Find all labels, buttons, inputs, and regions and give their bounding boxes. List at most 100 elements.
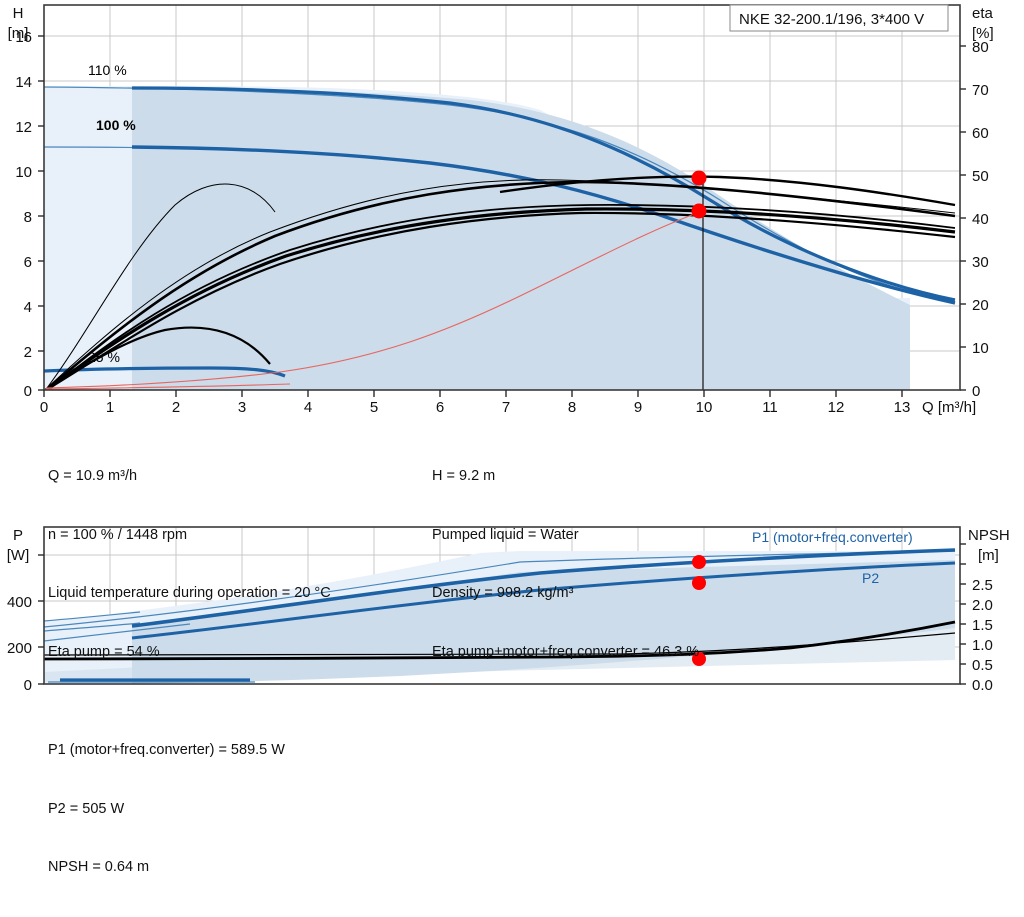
eta-axis-name: eta	[972, 5, 994, 22]
top-eta-tick-70: 70	[972, 82, 989, 99]
npsh-axis-unit: [m]	[978, 547, 999, 564]
top-x-tick-8: 8	[568, 399, 576, 416]
pump-curves-svg: 0 2 4 6 8 10 12 14 16 H [m]	[7, 4, 1010, 694]
npsh-axis-name: NPSH	[968, 527, 1010, 544]
bottom-y-axis-unit: [W]	[7, 547, 30, 564]
top-y-tick-12: 12	[15, 119, 32, 136]
power-curve-p1	[131, 548, 956, 628]
info-bottom-line-0: P1 (motor+freq.converter) = 589.5 W	[48, 742, 285, 758]
top-x-tick-11: 11	[762, 399, 778, 416]
top-x-tick-12: 12	[828, 399, 845, 416]
top-x-tick-3: 3	[238, 399, 246, 416]
top-eta-tick-40: 40	[972, 211, 989, 228]
top-x-axis-label: Q [m³/h]	[922, 399, 976, 416]
bottom-p-tick-0: 0	[24, 677, 32, 694]
curve-label-100: 100 %	[96, 117, 136, 133]
power-curve-p2	[131, 561, 956, 640]
npsh-curve-top	[45, 211, 701, 389]
top-y-tick-10: 10	[15, 164, 32, 181]
title-box-rect	[729, 4, 949, 32]
info-left-line-3: Eta pump = 54 %	[48, 643, 160, 660]
npsh-curve-bottom	[44, 620, 956, 661]
top-x-tick-4: 4	[304, 399, 312, 416]
top-eta-tick-60: 60	[972, 125, 989, 142]
npsh-tick-05: 0.5	[972, 657, 993, 674]
top-right-axis: 0 10 20 30 40 50 60 70 80 eta [%]	[960, 5, 994, 400]
npsh-tick-15: 1.5	[972, 617, 993, 634]
top-x-tick-7: 7	[502, 399, 510, 416]
top-y-axis-name: H	[13, 5, 24, 22]
series-label-p2: P2	[862, 570, 879, 586]
info-left-line-0: Q = 10.9 m³/h	[48, 468, 138, 484]
info-right-line-3: Eta pump+motor+freq.converter = 46.3 %	[432, 643, 700, 660]
info-block-right: H = 9.2 m Pumped liquid = Water Density …	[432, 428, 699, 701]
top-chart-frame	[43, 4, 961, 391]
head-curve-25	[44, 366, 286, 378]
power-curve-p1-thin	[44, 611, 141, 622]
curve-label-110: 110 %	[88, 62, 127, 78]
info-right-line-1: Pumped liquid = Water	[432, 526, 579, 543]
info-right-line-0: H = 9.2 m	[432, 468, 496, 484]
bottom-p-tick-400: 400	[7, 594, 32, 611]
power-curve-thin-3	[44, 623, 191, 642]
top-x-tick-1: 1	[106, 399, 114, 416]
efficiency-curve-total-inner	[47, 204, 956, 390]
duty-point-npsh[interactable]	[692, 652, 706, 666]
top-chart: 0 2 4 6 8 10 12 14 16 H [m]	[8, 4, 994, 416]
series-label-p1: P1 (motor+freq.converter)	[752, 529, 913, 545]
top-eta-tick-30: 30	[972, 254, 989, 271]
efficiency-curve-pump	[46, 180, 956, 390]
top-y-tick-4: 4	[24, 299, 32, 316]
top-x-tick-9: 9	[634, 399, 642, 416]
bottom-y-axis-name: P	[13, 527, 23, 544]
top-eta-tick-10: 10	[972, 340, 989, 357]
top-eta-tick-20: 20	[972, 297, 989, 314]
npsh-tick-25: 2.5	[972, 577, 993, 594]
pump-curve-page: 0 2 4 6 8 10 12 14 16 H [m]	[7, 4, 1010, 875]
top-eta-tick-0: 0	[972, 383, 980, 400]
bottom-chart-frame	[43, 526, 961, 685]
bottom-right-axis: 0.0 0.5 1.0 1.5 2.0 2.5 NPSH [m]	[960, 527, 1010, 694]
top-x-tick-13: 13	[894, 399, 911, 416]
npsh-tick-00: 0.0	[972, 677, 993, 694]
info-block-left: Q = 10.9 m³/h n = 100 % / 1448 rpm Liqui…	[48, 428, 331, 701]
top-x-axis: 0 1 2 3 4 5 6 7 8 9 10 11 12 13 Q [m³/h]	[40, 390, 976, 416]
efficiency-curve-pump-upper	[499, 175, 956, 207]
title-box-label: NKE 32-200.1/196, 3*400 V	[739, 11, 924, 28]
duty-point-p1[interactable]	[692, 555, 706, 569]
eta-axis-unit: [%]	[972, 25, 994, 42]
operating-band-inner	[132, 88, 910, 390]
curve-label-25: 25 %	[88, 349, 120, 365]
top-y-tick-16: 16	[15, 29, 32, 46]
top-y-tick-6: 6	[24, 254, 32, 271]
top-x-tick-5: 5	[370, 399, 378, 416]
npsh-tick-10: 1.0	[972, 637, 993, 654]
efficiency-curve-total	[45, 207, 956, 390]
top-x-tick-0: 0	[40, 399, 48, 416]
duty-point-head[interactable]	[691, 203, 707, 219]
info-left-line-2: Liquid temperature during operation = 20…	[48, 585, 331, 601]
bottom-chart: 0 200 400 P [W] 0.0 0.5 1.0 1.5 2.	[7, 526, 1010, 694]
top-eta-tick-80: 80	[972, 39, 989, 56]
efficiency-curve-small-arc	[46, 183, 276, 389]
duty-point-eta[interactable]	[691, 170, 707, 186]
bottom-p-tick-200: 200	[7, 640, 32, 657]
top-y-tick-14: 14	[15, 74, 32, 91]
bottom-left-axis: 0 200 400 P [W]	[7, 527, 44, 694]
npsh-tick-20: 2.0	[972, 597, 993, 614]
power-band-lower-wedge	[44, 628, 955, 684]
duty-point-p2[interactable]	[692, 576, 706, 590]
top-y-axis-unit: [m]	[8, 25, 29, 42]
top-x-tick-2: 2	[172, 399, 180, 416]
top-y-tick-2: 2	[24, 344, 32, 361]
info-block-bottom: P1 (motor+freq.converter) = 589.5 W P2 =…	[48, 702, 285, 917]
top-left-axis: 0 2 4 6 8 10 12 14 16 H [m]	[8, 5, 44, 400]
power-curve-p2-thin	[44, 622, 141, 632]
top-y-tick-0: 0	[24, 383, 32, 400]
top-x-tick-10: 10	[696, 399, 713, 416]
info-bottom-line-2: NPSH = 0.64 m	[48, 859, 150, 875]
info-left-line-1: n = 100 % / 1448 rpm	[48, 526, 188, 543]
npsh-curve-bottom-thin	[44, 632, 956, 656]
npsh-curve-top-flat	[45, 383, 291, 390]
top-eta-tick-50: 50	[972, 168, 989, 185]
